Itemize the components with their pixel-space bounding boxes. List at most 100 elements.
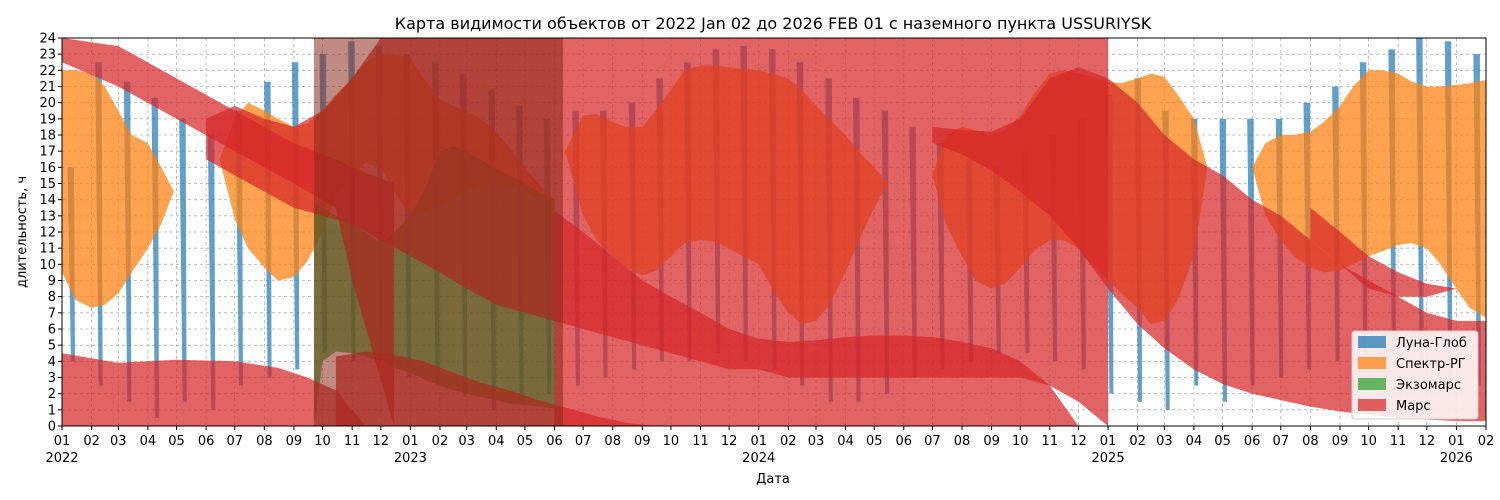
y-tick-label: 7 xyxy=(48,306,56,321)
y-tick-label: 12 xyxy=(39,226,56,241)
y-tick-label: 8 xyxy=(48,290,56,305)
x-axis: 01 02 03 04 05 06 07 08 09 10 11 12 01 02 03 04 05 06 07 08… xyxy=(45,426,1494,466)
x-tick-label: 04 xyxy=(488,434,505,449)
x-year-label: 2025 xyxy=(1092,451,1125,466)
x-tick-label: 09 xyxy=(983,434,1000,449)
y-tick-label: 13 xyxy=(39,209,56,224)
series-layer xyxy=(62,38,1486,426)
series-Марс xyxy=(62,38,1486,426)
x-tick-label: 10 xyxy=(1360,434,1377,449)
legend-swatch xyxy=(1358,336,1386,348)
x-tick-label: 05 xyxy=(517,434,534,449)
x-tick-label: 02 xyxy=(83,434,100,449)
x-tick-label: 06 xyxy=(546,434,563,449)
x-year-label: 2024 xyxy=(742,451,775,466)
x-tick-label: 10 xyxy=(663,434,680,449)
y-tick-label: 9 xyxy=(48,274,56,289)
y-tick-label: 16 xyxy=(39,161,56,176)
legend-label: Марс xyxy=(1396,399,1431,414)
lunar-spike xyxy=(207,135,216,410)
x-tick-label: 11 xyxy=(344,434,361,449)
x-tick-label: 02 xyxy=(780,434,797,449)
x-tick-label: 11 xyxy=(1390,434,1407,449)
chart-title: Карта видимости объектов от 2022 Jan 02 … xyxy=(395,14,1152,33)
x-tick-label: 07 xyxy=(1273,434,1290,449)
y-tick-label: 0 xyxy=(48,420,56,435)
legend-swatch xyxy=(1358,378,1386,390)
x-year-label: 2026 xyxy=(1440,451,1473,466)
mars-dark-window xyxy=(313,38,564,426)
x-tick-label: 11 xyxy=(692,434,709,449)
x-tick-label: 01 xyxy=(54,434,71,449)
x-tick-label: 01 xyxy=(1448,434,1465,449)
x-tick-label: 04 xyxy=(837,434,854,449)
legend: Луна-Глоб Спектр-РГ Экзомарс Марс xyxy=(1351,330,1479,420)
x-tick-label: 08 xyxy=(604,434,621,449)
y-tick-label: 23 xyxy=(39,48,56,63)
x-axis-label: Дата xyxy=(756,472,790,487)
y-tick-label: 19 xyxy=(39,112,56,127)
x-tick-label: 08 xyxy=(256,434,273,449)
legend-label: Экзомарс xyxy=(1396,378,1461,393)
x-tick-label: 06 xyxy=(1244,434,1261,449)
y-tick-label: 20 xyxy=(39,96,56,111)
x-tick-label: 03 xyxy=(110,434,127,449)
y-tick-label: 24 xyxy=(39,32,56,47)
x-tick-label: 06 xyxy=(198,434,215,449)
legend-swatch xyxy=(1358,357,1386,369)
x-tick-label: 02 xyxy=(1478,434,1495,449)
y-tick-label: 14 xyxy=(39,193,56,208)
x-tick-label: 01 xyxy=(1100,434,1117,449)
x-tick-label: 11 xyxy=(1042,434,1059,449)
x-tick-label: 10 xyxy=(1012,434,1029,449)
x-tick-label: 02 xyxy=(432,434,449,449)
x-tick-label: 07 xyxy=(226,434,243,449)
band-Марс xyxy=(554,211,1079,426)
legend-box xyxy=(1351,330,1479,420)
lunar-spike xyxy=(179,118,187,402)
legend-label: Спектр-РГ xyxy=(1396,357,1466,372)
y-tick-label: 3 xyxy=(48,371,56,386)
y-tick-label: 22 xyxy=(39,64,56,79)
y-tick-label: 5 xyxy=(48,339,56,354)
x-tick-label: 01 xyxy=(750,434,767,449)
x-tick-label: 07 xyxy=(924,434,941,449)
x-tick-label: 12 xyxy=(1419,434,1436,449)
x-tick-label: 03 xyxy=(808,434,825,449)
x-tick-label: 03 xyxy=(458,434,475,449)
x-tick-label: 09 xyxy=(1332,434,1349,449)
y-tick-label: 18 xyxy=(39,129,56,144)
y-tick-label: 6 xyxy=(48,323,56,338)
x-tick-label: 01 xyxy=(402,434,419,449)
x-tick-label: 10 xyxy=(314,434,331,449)
band-Спектр-РГ xyxy=(62,70,174,308)
x-tick-label: 05 xyxy=(866,434,883,449)
x-tick-label: 09 xyxy=(286,434,303,449)
band-Марс xyxy=(932,67,1486,422)
x-tick-label: 02 xyxy=(1129,434,1146,449)
y-tick-label: 17 xyxy=(39,145,56,160)
x-tick-label: 08 xyxy=(954,434,971,449)
x-year-label: 2022 xyxy=(45,451,78,466)
x-tick-label: 04 xyxy=(140,434,157,449)
y-tick-label: 4 xyxy=(48,355,56,370)
y-tick-label: 11 xyxy=(39,242,56,257)
x-tick-label: 08 xyxy=(1302,434,1319,449)
x-tick-label: 12 xyxy=(1070,434,1087,449)
x-tick-label: 12 xyxy=(721,434,738,449)
y-tick-label: 21 xyxy=(39,80,56,95)
x-tick-label: 12 xyxy=(373,434,390,449)
band-Марс xyxy=(1310,207,1486,297)
x-tick-label: 03 xyxy=(1156,434,1173,449)
legend-label: Луна-Глоб xyxy=(1396,336,1467,351)
x-tick-label: 06 xyxy=(896,434,913,449)
x-year-label: 2023 xyxy=(394,451,427,466)
band-Марс xyxy=(62,353,366,426)
x-tick-label: 05 xyxy=(168,434,185,449)
y-tick-label: 10 xyxy=(39,258,56,273)
y-axis-label: длительность, ч xyxy=(15,176,30,288)
y-tick-label: 1 xyxy=(48,403,56,418)
x-tick-label: 05 xyxy=(1214,434,1231,449)
